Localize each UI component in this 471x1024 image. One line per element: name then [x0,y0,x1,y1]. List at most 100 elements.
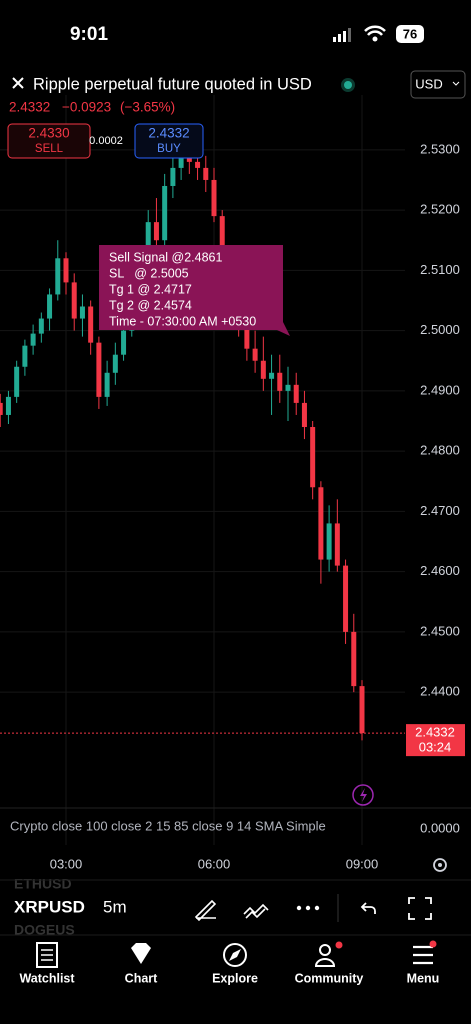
settings-icon[interactable] [433,858,447,872]
draw-icon[interactable] [194,899,217,922]
annotation-line: Tg 2 @ 2.4574 [109,298,192,312]
spread: 0.0002 [89,135,123,147]
candle-body [5,396,11,415]
community-icon[interactable] [319,944,331,956]
candle-body [343,565,349,632]
candle-body [79,306,85,319]
signal-icon [333,28,351,42]
candle-body [334,523,340,566]
status-time: 9:01 [70,24,108,45]
buy-label: BUY [157,143,181,155]
community-badge [335,941,343,949]
signal-annotation: Sell Signal @2.4861 SL @ 2.5005 Tg 1 @ 2.4… [99,245,290,336]
explore-needle [229,949,241,961]
dropdown-caret [452,81,460,86]
price-change-pct: (−3.65%) [120,100,175,115]
candle-body [112,354,118,373]
chart-icon[interactable] [131,943,151,964]
y-tick-label: 2.4900 [420,382,460,397]
candle-body [38,318,44,334]
candle-body [244,324,250,349]
candle-body [260,360,266,379]
y-tick-label: 2.4700 [420,503,460,518]
nav-label[interactable]: Chart [125,971,158,985]
y-tick-label: 2.5100 [420,262,460,277]
price-change: −0.0923 [62,100,111,115]
candle-body [269,372,275,379]
annotation-box [99,245,290,336]
sell-label: SELL [35,143,64,155]
alert-bolt [360,788,367,802]
community-icon-body [314,958,336,967]
candle-body [0,402,3,415]
y-tick-label: 2.4500 [420,623,460,638]
nav-label[interactable]: Watchlist [19,971,75,985]
last-price-box [406,724,465,757]
currency-button[interactable] [410,70,466,99]
wifi-icon [364,25,386,36]
candle-body [310,427,316,488]
candle-body [203,167,209,180]
settings-icon-center [438,863,442,867]
battery-level: 76 [403,26,417,41]
buy-price: 2.4332 [148,126,189,141]
y-tick-label: 2.5200 [420,202,460,217]
candle-body [285,384,291,391]
x-tick-label: 09:00 [346,856,379,871]
candle-body [252,348,258,361]
candle-body [145,222,151,265]
nav-label[interactable]: Explore [212,971,258,985]
candle-body [162,185,168,241]
battery [396,25,424,43]
undo-icon[interactable] [360,902,376,914]
symbol-title: Ripple perpetual future quoted in USD [33,75,312,93]
toolbar-interval[interactable]: 5m [103,897,127,916]
more-icon[interactable] [296,905,320,911]
alert-icon[interactable] [352,784,374,806]
candle-body [178,155,184,168]
y-tick-label: 2.4400 [420,684,460,699]
annotation-line: Sell Signal @2.4861 [109,250,223,264]
toolbar-symbol[interactable]: XRPUSD [14,897,85,916]
indicator-label: Crypto close 100 close 2 15 85 close 9 1… [10,818,326,833]
y-tick-label: 2.5300 [420,141,460,156]
candle-body [219,216,225,265]
status-dot [344,81,352,89]
candle-body [96,342,102,397]
nav-label[interactable]: Menu [407,971,440,985]
candle-body [359,686,365,734]
watchlist-icon[interactable] [36,942,58,968]
annotation-line: Time - 07:30:00 AM +0530 [109,314,256,328]
y-tick-label: 2.4600 [420,563,460,578]
last-price: 2.4332 [9,100,50,115]
candle-body [63,258,69,283]
x-tick-label: 06:00 [198,856,231,871]
candle-body [55,258,61,295]
watchlist-icon-lines [41,949,53,961]
candle-body [293,384,299,403]
candle-body [153,222,159,241]
candle-body [318,487,324,560]
candle-body [121,330,127,355]
currency-label: USD [415,76,442,91]
candle-body [14,366,20,397]
candle-body [351,631,357,687]
candle-body [104,372,110,397]
watchlist-ghost: ETHUSD [14,876,72,892]
fullscreen-icon[interactable] [408,897,432,920]
countdown: 03:24 [419,740,452,755]
nav-label[interactable]: Community [295,971,364,985]
y-tick-label: 2.5000 [420,322,460,337]
explore-icon[interactable] [223,943,247,967]
menu-icon[interactable] [413,945,433,965]
sell-button[interactable] [7,123,91,159]
close-icon[interactable] [12,77,24,89]
indicators-icon[interactable] [243,903,269,919]
buy-button[interactable] [134,123,204,159]
watchlist-ghost: DOGEUS [14,922,75,938]
sell-price: 2.4330 [28,126,69,141]
indicator-tick-label: 0.0000 [420,820,460,835]
candle-body [71,282,77,319]
